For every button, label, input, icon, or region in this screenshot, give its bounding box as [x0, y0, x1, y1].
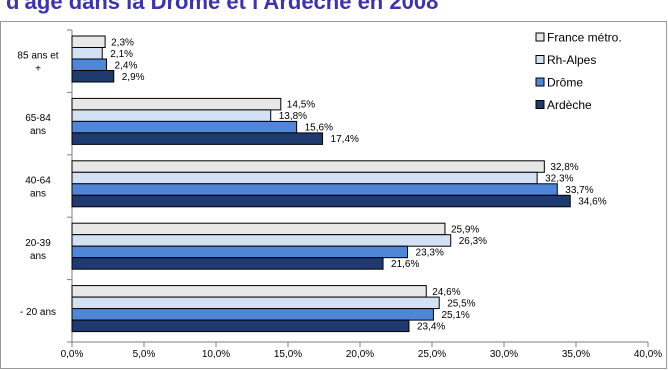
bar — [71, 234, 452, 247]
data-label: 2,1% — [110, 49, 133, 60]
data-label: 25,1% — [441, 310, 469, 321]
data-label: 25,5% — [447, 298, 475, 309]
bar — [71, 171, 538, 185]
data-label: 32,8% — [550, 162, 578, 173]
bar — [71, 132, 324, 145]
legend-label: Ardèche — [547, 98, 592, 112]
chart-frame — [0, 21, 667, 369]
x-tick-label: 20,0% — [346, 349, 374, 360]
bar — [71, 257, 384, 270]
category-label: + — [35, 64, 41, 75]
bar — [71, 97, 282, 111]
bar — [71, 47, 103, 60]
data-label: 32,3% — [545, 174, 573, 185]
x-tick-label: 30,0% — [490, 349, 518, 360]
category-label: ans — [30, 251, 46, 262]
x-tick-label: 35,0% — [562, 349, 590, 360]
data-label: 25,9% — [451, 224, 479, 235]
category-label: - 20 ans — [20, 307, 56, 318]
data-label: 13,8% — [279, 111, 307, 122]
data-label: 24,6% — [432, 287, 460, 298]
bar — [71, 245, 409, 259]
legend-swatch — [535, 55, 545, 64]
bar — [71, 296, 440, 310]
legend-swatch — [535, 32, 545, 42]
data-label: 15,6% — [305, 123, 333, 134]
bar — [71, 285, 427, 298]
legend-label: France métro. — [547, 31, 622, 45]
bar — [71, 35, 106, 48]
legend-label: Drôme — [547, 76, 583, 90]
bar — [71, 319, 410, 333]
data-label: 23,4% — [417, 321, 445, 332]
x-tick-label: 25,0% — [418, 349, 446, 360]
category-label: 20-39 — [25, 238, 51, 249]
data-label: 26,3% — [459, 236, 487, 247]
bar — [71, 120, 298, 134]
category-label: ans — [30, 189, 46, 200]
data-label: 21,6% — [391, 259, 419, 270]
data-label: 14,5% — [287, 100, 315, 111]
legend-swatch — [535, 100, 545, 109]
data-label: 23,3% — [416, 247, 444, 258]
category-label: 40-64 — [25, 176, 51, 187]
data-label: 33,7% — [565, 185, 593, 196]
x-tick-label: 10,0% — [202, 349, 230, 360]
bar — [71, 70, 115, 83]
data-label: 17,4% — [331, 134, 359, 145]
data-label: 2,3% — [111, 37, 134, 48]
x-tick-label: 40,0% — [634, 349, 662, 360]
category-label: 65-84 — [25, 113, 51, 124]
legend-label: Rh-Alpes — [547, 53, 596, 67]
data-label: 2,4% — [115, 60, 138, 71]
bar — [71, 160, 545, 173]
bar — [71, 308, 434, 321]
data-label: 34,6% — [578, 197, 606, 208]
bar — [71, 109, 272, 122]
x-tick-label: 5,0% — [133, 349, 156, 360]
category-label: 85 ans et — [17, 51, 58, 62]
data-label: 2,9% — [122, 72, 145, 83]
category-label: ans — [30, 126, 46, 137]
x-tick-label: 15,0% — [274, 349, 302, 360]
legend-swatch — [535, 77, 545, 87]
bar — [71, 194, 571, 208]
bar — [71, 58, 108, 71]
bar — [71, 183, 558, 196]
bar — [71, 222, 446, 236]
chart-title-fragment: d'âge dans la Drôme et l'Ardèche en 2008 — [6, 0, 439, 14]
x-tick-label: 0,0% — [61, 349, 84, 360]
